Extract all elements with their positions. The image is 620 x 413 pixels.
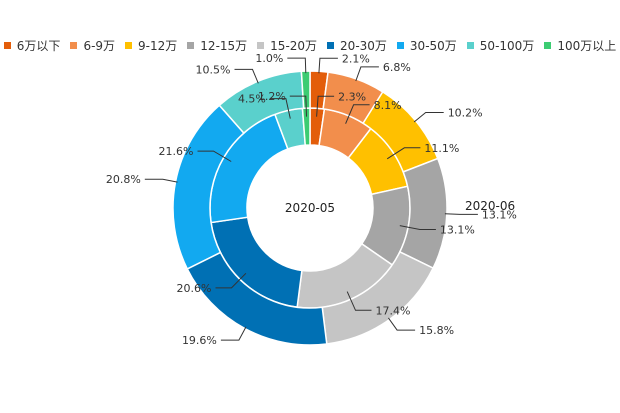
data-label: 2.3% <box>338 90 366 103</box>
legend-item[interactable]: 20-30万 <box>327 37 387 54</box>
leader-line <box>234 68 259 84</box>
data-label: 10.2% <box>448 107 483 120</box>
leader-line <box>289 95 307 117</box>
legend: 6万以下 6-9万 9-12万 12-15万 15-20万 20-30万 30-50万 50-… <box>0 36 620 54</box>
data-label: 8.1% <box>374 99 402 112</box>
data-label: 13.1% <box>440 224 475 237</box>
legend-item[interactable]: 12-15万 <box>187 37 247 54</box>
legend-swatch <box>3 41 11 49</box>
series-name: 2020-05 <box>285 201 335 215</box>
legend-item[interactable]: 50-100万 <box>466 37 535 54</box>
leader-line <box>318 57 338 74</box>
leader-line <box>197 150 232 162</box>
leader-line <box>346 291 372 311</box>
legend-label: 15-20万 <box>270 38 318 53</box>
legend-item[interactable]: 30-50万 <box>396 37 457 54</box>
legend-label: 20-30万 <box>340 38 387 53</box>
leader-line <box>413 112 444 123</box>
legend-swatch <box>257 41 265 49</box>
data-label: 19.6% <box>182 334 217 347</box>
data-label: 1.2% <box>258 90 286 103</box>
legend-swatch <box>327 41 335 49</box>
leader-line <box>269 98 291 119</box>
legend-swatch <box>70 41 78 49</box>
leader-line <box>444 213 478 215</box>
data-label: 1.0% <box>255 52 283 65</box>
leader-line <box>287 57 307 74</box>
data-label: 15.8% <box>419 324 454 337</box>
legend-item[interactable]: 9-12万 <box>125 37 177 54</box>
legend-item[interactable]: 15-20万 <box>257 37 317 54</box>
data-label: 6.8% <box>383 61 411 74</box>
data-label: 10.5% <box>196 63 231 76</box>
leader-line <box>215 272 247 289</box>
legend-swatch <box>544 41 552 49</box>
arc-outer[interactable] <box>300 70 311 109</box>
legend-label: 50-100万 <box>479 38 535 53</box>
leader-line <box>220 326 247 341</box>
legend-label: 9-12万 <box>138 38 178 53</box>
data-label: 20.6% <box>177 282 212 295</box>
leader-line <box>316 95 335 117</box>
leader-line <box>144 178 178 183</box>
legend-swatch <box>125 41 133 49</box>
data-label: 13.1% <box>482 208 517 221</box>
legend-label: 6万以下 <box>16 38 61 53</box>
data-labels: 2.3% 8.1% 11.1% 13.1% 17.4% 20.6% 21.6% 4.5%1.2… <box>106 52 517 347</box>
legend-item[interactable]: 100万以上 <box>544 37 616 54</box>
data-label: 17.4% <box>376 304 411 317</box>
series-name: 2020-06 <box>465 199 515 213</box>
legend-label: 30-50万 <box>409 38 457 53</box>
data-label: 4.5% <box>238 93 266 106</box>
legend-swatch <box>396 41 404 49</box>
leader-line <box>355 66 379 82</box>
legend-swatch <box>466 41 474 49</box>
legend-label: 100万以上 <box>557 38 617 53</box>
leader-line <box>386 147 421 160</box>
donut-arcs <box>172 70 448 346</box>
label-leaders <box>144 57 478 341</box>
legend-item[interactable]: 6万以下 <box>3 37 61 54</box>
legend-item[interactable]: 6-9万 <box>70 37 115 54</box>
legend-label: 12-15万 <box>200 38 248 53</box>
legend-label: 6-9万 <box>83 38 116 53</box>
leader-line <box>399 225 436 230</box>
data-label: 11.1% <box>424 142 459 155</box>
legend-swatch <box>187 41 195 49</box>
leader-line <box>387 317 416 331</box>
data-label: 21.6% <box>159 145 194 158</box>
leader-line <box>345 104 370 124</box>
series-names: 2020-05 2020-06 <box>285 199 515 215</box>
data-label: 20.8% <box>106 173 141 186</box>
data-label: 2.1% <box>342 52 370 65</box>
